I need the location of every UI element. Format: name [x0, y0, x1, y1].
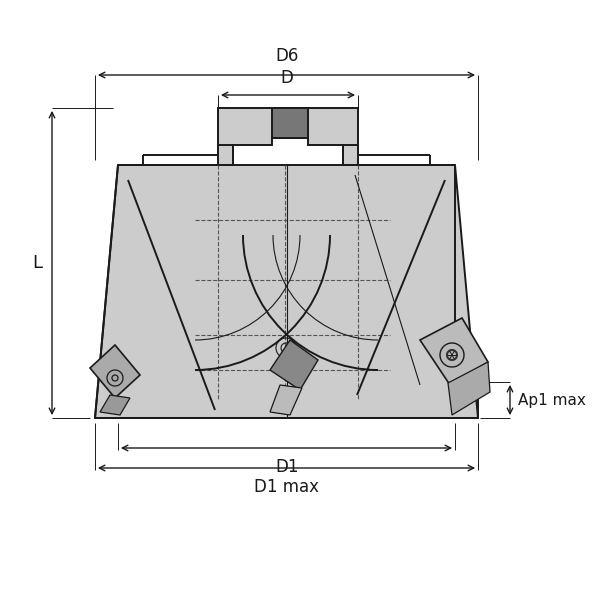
Text: D1 max: D1 max — [254, 478, 320, 496]
Polygon shape — [420, 318, 488, 385]
Polygon shape — [218, 108, 358, 165]
Polygon shape — [270, 385, 302, 415]
Polygon shape — [90, 345, 140, 398]
Text: L: L — [32, 254, 42, 272]
Text: Ap1 max: Ap1 max — [518, 392, 586, 407]
Polygon shape — [272, 108, 308, 138]
Polygon shape — [448, 362, 490, 415]
Polygon shape — [100, 395, 130, 415]
Text: D1: D1 — [275, 458, 299, 476]
Polygon shape — [95, 165, 478, 418]
Text: D6: D6 — [275, 47, 299, 65]
Text: D: D — [281, 69, 293, 87]
Polygon shape — [270, 340, 318, 390]
